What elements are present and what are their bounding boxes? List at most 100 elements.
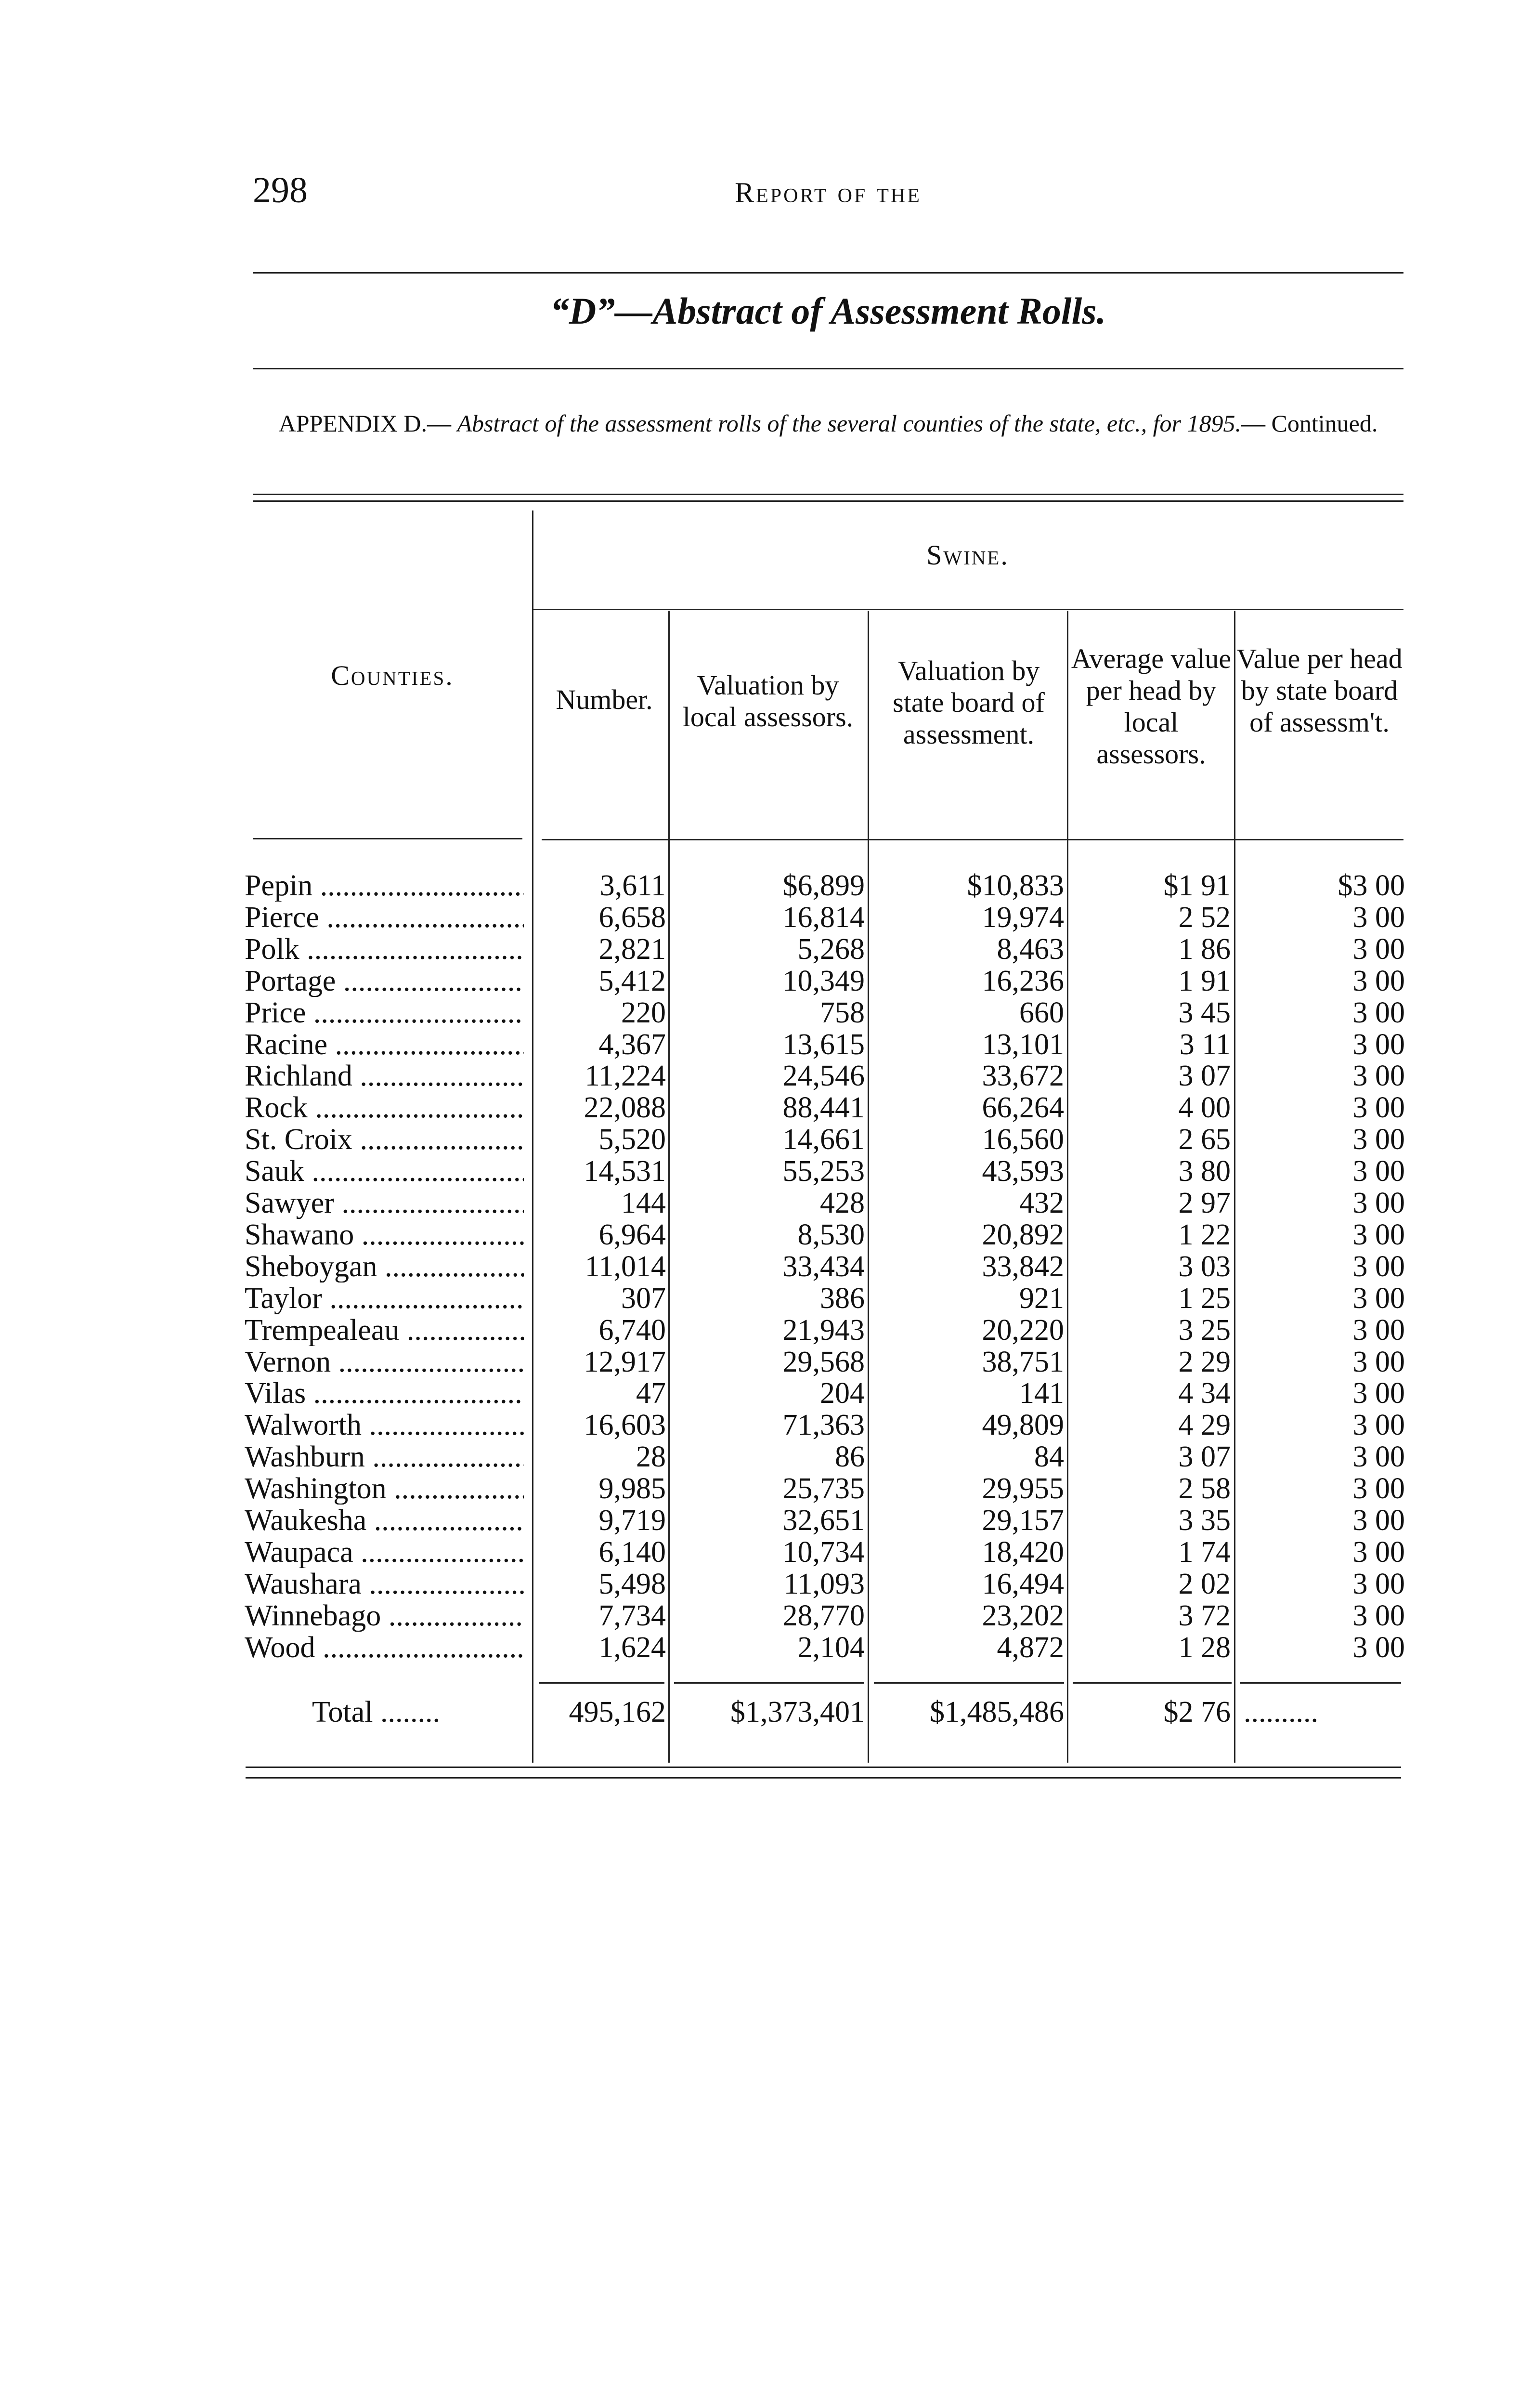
cell-state: 18,420: [982, 1535, 1065, 1569]
cell-local: 86: [835, 1440, 865, 1474]
total-label: Total ........: [312, 1696, 441, 1728]
county-name: Pierce ..............................: [245, 901, 524, 933]
county-name: Sauk ..............................: [245, 1155, 524, 1188]
total-number: 495,162: [569, 1696, 666, 1728]
cell-state-head: 3 00: [1352, 1028, 1405, 1061]
cell-state-head: 3 00: [1352, 1060, 1405, 1093]
cell-local: 204: [820, 1377, 865, 1410]
cell-state: 19,974: [982, 901, 1065, 934]
cell-state-head: 3 00: [1352, 1472, 1405, 1505]
cell-state-head: 3 00: [1352, 1409, 1405, 1442]
cell-number: 28: [636, 1440, 666, 1474]
total-local: $1,373,401: [730, 1696, 865, 1728]
table-row: Vilas .............................. 47 20…: [245, 1377, 1405, 1409]
county-name: Price ..............................: [245, 996, 524, 1029]
cell-state-head: 3 00: [1352, 1155, 1405, 1188]
cell-avg-local: 1 25: [1178, 1282, 1231, 1315]
cell-avg-local: 1 28: [1178, 1631, 1231, 1664]
cell-state-head: 3 00: [1352, 1218, 1405, 1251]
county-name: Vilas ..............................: [245, 1377, 524, 1410]
table-row: Vernon .............................. 12,…: [245, 1346, 1405, 1378]
column-divider: [868, 611, 869, 1763]
page-header: 298 Report of the: [0, 169, 1533, 272]
cell-number: 2,821: [598, 932, 666, 966]
cell-number: 7,734: [598, 1599, 666, 1632]
header-value-state: Value per head by state board of assessm…: [1236, 643, 1403, 738]
cell-avg-local: 1 91: [1178, 964, 1231, 997]
cell-state: 141: [1019, 1377, 1064, 1410]
column-divider: [1067, 611, 1068, 1763]
table-row: Waukesha .............................. 9…: [245, 1505, 1405, 1536]
cell-avg-local: 3 11: [1179, 1028, 1231, 1061]
cell-number: 4,367: [598, 1028, 666, 1061]
cell-state: $10,833: [967, 869, 1065, 902]
table-row: Rock .............................. 22,08…: [245, 1092, 1405, 1124]
appendix-caption: APPENDIX D.— Abstract of the assessment …: [253, 407, 1403, 494]
table-row: Sheboygan ..............................…: [245, 1251, 1405, 1283]
total-divider: [874, 1682, 1064, 1684]
cell-state: 20,220: [982, 1313, 1065, 1347]
cell-local: 428: [820, 1187, 865, 1219]
cell-state: 16,560: [982, 1123, 1065, 1156]
cell-state: 20,892: [982, 1218, 1065, 1251]
cell-state: 921: [1019, 1282, 1064, 1315]
cell-state-head: 3 00: [1352, 1599, 1405, 1632]
cell-local: 11,093: [783, 1567, 865, 1600]
header-divider: [542, 839, 1403, 840]
table-row: Waushara .............................. 5…: [245, 1568, 1405, 1600]
cell-number: 5,498: [598, 1567, 666, 1600]
cell-state: 29,955: [982, 1472, 1065, 1505]
header-counties: Counties.: [331, 660, 454, 691]
cell-state-head: 3 00: [1352, 1091, 1405, 1125]
county-name: Pepin ..............................: [245, 870, 524, 902]
county-name: Taylor ..............................: [245, 1282, 524, 1314]
cell-local: 71,363: [782, 1409, 865, 1442]
cell-avg-local: 2 29: [1178, 1345, 1231, 1378]
cell-number: 22,088: [584, 1091, 666, 1125]
county-name: Winnebago ..............................: [245, 1599, 524, 1632]
cell-state: 29,157: [982, 1504, 1065, 1537]
county-name: St. Croix ..............................: [245, 1124, 524, 1156]
cell-state-head: 3 00: [1352, 1250, 1405, 1283]
cell-state: 33,842: [982, 1250, 1065, 1283]
cell-state: 33,672: [982, 1060, 1065, 1093]
appendix-suffix: — Continued.: [1241, 410, 1378, 437]
cell-state-head: 3 00: [1352, 1631, 1405, 1664]
cell-number: 1,624: [598, 1631, 666, 1664]
cell-local: 14,661: [782, 1123, 865, 1156]
cell-avg-local: 3 07: [1178, 1060, 1231, 1093]
cell-state: 8,463: [997, 932, 1065, 966]
cell-local: $6,899: [782, 869, 865, 902]
cell-local: 55,253: [782, 1155, 865, 1188]
table-row: Sawyer .............................. 144…: [245, 1187, 1405, 1219]
table-row: Wood .............................. 1,624…: [245, 1632, 1405, 1663]
cell-local: 8,530: [797, 1218, 865, 1251]
county-name: Polk ..............................: [245, 933, 524, 965]
divider: [253, 494, 1403, 495]
cell-number: 5,412: [598, 964, 666, 997]
header-avg-local: Average value per head by local assessor…: [1071, 643, 1232, 770]
cell-state-head: 3 00: [1352, 1377, 1405, 1410]
cell-state: 432: [1019, 1187, 1064, 1219]
cell-number: 3,611: [599, 869, 666, 902]
cell-local: 88,441: [782, 1091, 865, 1125]
cell-local: 10,734: [782, 1535, 865, 1569]
cell-number: 9,719: [598, 1504, 666, 1537]
county-name: Wood ..............................: [245, 1631, 524, 1663]
cell-number: 16,603: [584, 1409, 666, 1442]
cell-avg-local: 2 02: [1178, 1567, 1231, 1600]
total-state-head: ..........: [1244, 1696, 1318, 1728]
cell-state: 16,494: [982, 1567, 1065, 1600]
cell-avg-local: 3 35: [1178, 1504, 1231, 1537]
cell-local: 29,568: [782, 1345, 865, 1378]
county-name: Sheboygan ..............................: [245, 1250, 524, 1283]
county-name: Shawano ..............................: [245, 1218, 524, 1251]
table-row: St. Croix ..............................…: [245, 1124, 1405, 1155]
cell-number: 6,964: [598, 1218, 666, 1251]
table-row: Washburn .............................. 2…: [245, 1441, 1405, 1473]
column-divider: [1234, 611, 1235, 1763]
county-name: Washington .............................…: [245, 1473, 524, 1505]
table-row: Polk .............................. 2,821…: [245, 933, 1405, 965]
table-row: Pepin .............................. 3,61…: [245, 870, 1405, 902]
cell-state-head: 3 00: [1352, 996, 1405, 1029]
